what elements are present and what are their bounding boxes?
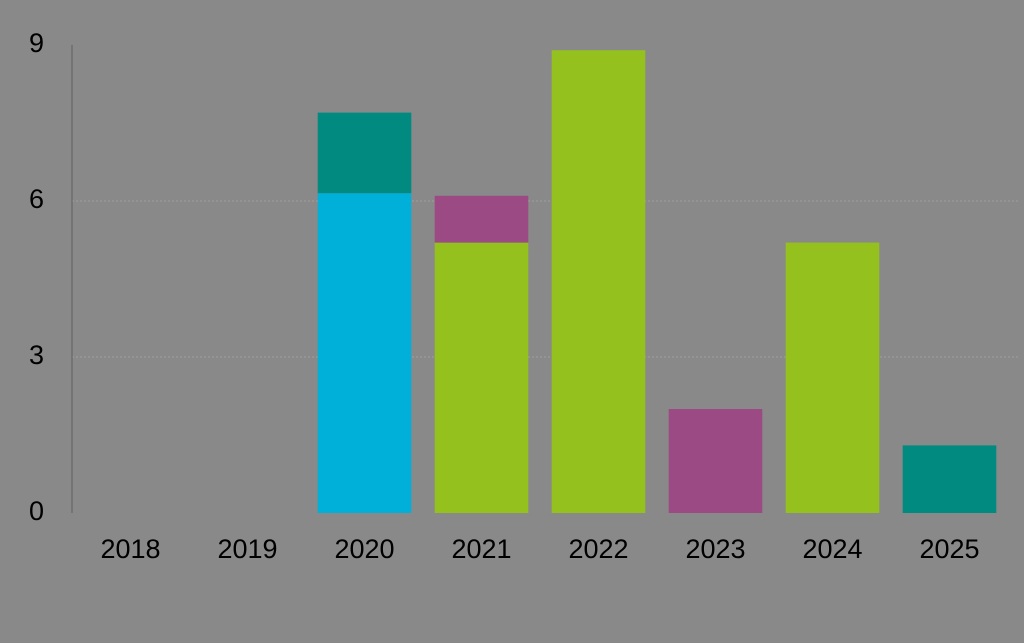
bar-segment — [551, 50, 646, 513]
x-tick-label: 2024 — [802, 534, 862, 564]
bar-segment — [317, 193, 412, 513]
bar-segment — [668, 409, 763, 513]
x-tick-label: 2020 — [334, 534, 394, 564]
x-tick-label: 2019 — [217, 534, 277, 564]
x-tick-label: 2018 — [100, 534, 160, 564]
bar-segment — [434, 242, 529, 513]
bar-segment — [785, 242, 880, 513]
bar-segment — [317, 112, 412, 194]
bar-segment — [434, 195, 529, 243]
x-tick-label: 2021 — [451, 534, 511, 564]
bar-segment — [902, 445, 997, 513]
y-tick-label: 9 — [29, 28, 44, 58]
x-tick-label: 2025 — [919, 534, 979, 564]
y-tick-label: 3 — [29, 340, 44, 370]
y-tick-label: 6 — [29, 184, 44, 214]
y-tick-label: 0 — [29, 496, 44, 526]
x-tick-label: 2023 — [685, 534, 745, 564]
x-tick-label: 2022 — [568, 534, 628, 564]
